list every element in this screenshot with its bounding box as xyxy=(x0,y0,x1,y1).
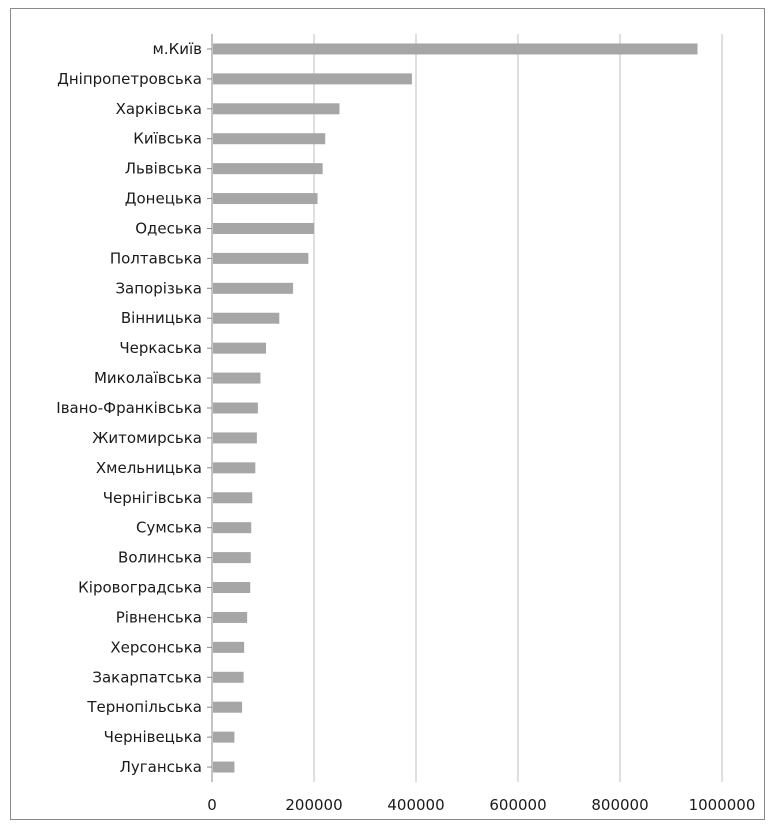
category-label: Миколаївська xyxy=(94,369,202,387)
category-label: Сумська xyxy=(136,519,202,537)
category-label: Запорізька xyxy=(115,279,202,297)
category-label: Івано-Франківська xyxy=(56,399,202,417)
category-label: Луганська xyxy=(120,758,202,776)
bar xyxy=(213,43,698,55)
x-tick-label: 600000 xyxy=(489,796,546,814)
bar xyxy=(213,402,258,414)
bar xyxy=(213,312,280,324)
category-label: Рівненська xyxy=(116,608,202,626)
category-label: м.Київ xyxy=(153,40,203,58)
x-tick-label: 1000000 xyxy=(689,796,756,814)
bar xyxy=(213,761,235,773)
x-tick-label: 800000 xyxy=(591,796,648,814)
bar xyxy=(213,222,314,234)
bar xyxy=(213,282,294,294)
category-label: Чернівецька xyxy=(104,728,202,746)
category-label: Закарпатська xyxy=(92,668,202,686)
category-label: Київська xyxy=(133,130,202,148)
category-label: Житомирська xyxy=(92,429,202,447)
x-tick-label: 200000 xyxy=(285,796,342,814)
bar xyxy=(213,522,252,534)
category-label: Хмельницька xyxy=(96,459,202,477)
bar xyxy=(213,103,340,115)
bar xyxy=(213,193,318,205)
bar xyxy=(213,252,309,264)
bar xyxy=(213,671,244,683)
category-label: Тернопільська xyxy=(86,698,202,716)
category-label: Харківська xyxy=(116,100,202,118)
bar xyxy=(213,611,248,623)
category-label: Херсонська xyxy=(110,638,202,656)
bar xyxy=(213,163,323,175)
category-label: Волинська xyxy=(118,549,202,567)
bar xyxy=(213,462,256,474)
bar xyxy=(213,133,326,145)
bar xyxy=(213,641,245,653)
bar xyxy=(213,552,251,564)
bar xyxy=(213,701,243,713)
category-label: Одеська xyxy=(135,219,202,237)
x-tick-label: 0 xyxy=(207,796,217,814)
bar xyxy=(213,432,257,444)
category-label: Донецька xyxy=(125,190,202,208)
bar xyxy=(213,342,267,354)
category-label: Полтавська xyxy=(110,249,202,267)
category-label: Дніпропетровська xyxy=(57,70,202,88)
category-label: Вінницька xyxy=(121,309,202,327)
bar xyxy=(213,372,261,384)
bar xyxy=(213,582,251,594)
x-tick-label: 400000 xyxy=(387,796,444,814)
bar xyxy=(213,73,412,85)
chart-frame xyxy=(10,8,765,820)
bar xyxy=(213,492,253,504)
category-label: Кіровоградська xyxy=(78,579,202,597)
category-label: Львівська xyxy=(125,160,202,178)
category-label: Черкаська xyxy=(119,339,202,357)
category-label: Чернігівська xyxy=(103,489,202,507)
bar xyxy=(213,731,235,743)
